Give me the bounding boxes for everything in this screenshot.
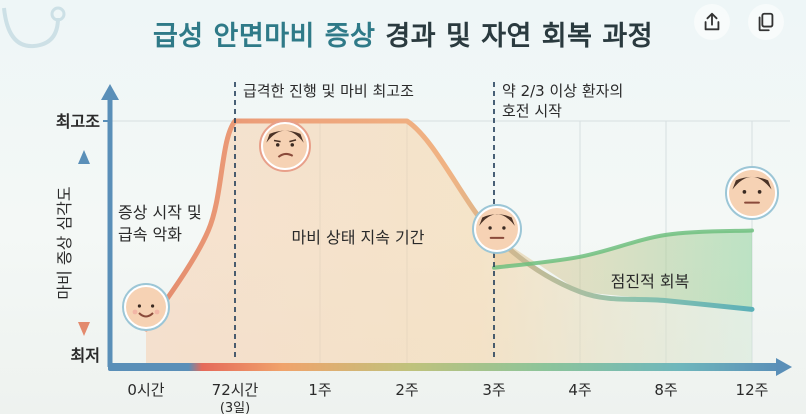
x-tick-label: 8주 [654, 381, 677, 399]
x-tick-label: 3주 [482, 381, 505, 399]
chart-title-rest: 경과 및 자연 회복 과정 [385, 21, 654, 52]
x-tick-label: 0시간 [127, 381, 164, 399]
smiling-face-icon [122, 283, 170, 331]
face-hair [266, 130, 304, 143]
face-brow [273, 139, 281, 143]
y-tick-label: 최고조 [56, 112, 100, 131]
x-tick-label: 72시간 [212, 381, 259, 399]
x-axis-line [108, 363, 780, 371]
y-axis-label: 마비 증상 심각도 [55, 186, 74, 299]
marker-label: 약 2/3 이상 환자의 [502, 82, 623, 100]
face-hair [732, 176, 772, 190]
face-eye [488, 226, 492, 230]
face-eye [275, 143, 280, 147]
neutral-face-icon [472, 204, 522, 254]
x-tick-sublabel: (3일) [220, 401, 250, 414]
face-eye [290, 143, 295, 147]
stethoscope-icon [2, 6, 66, 49]
annotation-recovery: 점진적 회복 [611, 272, 690, 291]
neutral-face-icon [725, 166, 779, 220]
annotation-plateau: 마비 상태 지속 기간 [291, 228, 424, 247]
face-eye [757, 190, 762, 194]
face-eye [151, 304, 155, 308]
face-cheek [154, 309, 160, 315]
face-mouth [138, 312, 154, 318]
stethoscope-head [50, 6, 66, 22]
face-hair [479, 214, 515, 226]
recovery-band [494, 230, 752, 310]
down-arrow-icon [78, 322, 90, 336]
face-brow [289, 139, 297, 143]
severity-area [146, 121, 752, 367]
face-eye [742, 190, 747, 194]
chart-title-highlight: 급성 안면마비 증상 [152, 21, 376, 52]
y-tick-label: 최저 [71, 346, 100, 365]
x-axis-arrow-icon [776, 358, 792, 376]
copy-button[interactable] [748, 4, 784, 40]
share-icon [704, 12, 720, 31]
series-line-severity [143, 118, 755, 332]
series-line-recovery [492, 228, 754, 270]
x-tick-label: 4주 [568, 381, 591, 399]
copy-icon [758, 12, 774, 32]
x-tick-label: 1주 [308, 381, 331, 399]
share-button[interactable] [694, 4, 730, 40]
face-eye [502, 226, 506, 230]
marker-label: 급격한 진행 및 마비 최고조 [243, 82, 414, 100]
annotation-onset: 급속 악화 [118, 225, 182, 244]
marker-label: 호전 시작 [502, 102, 562, 120]
y-axis-arrow-icon [101, 84, 119, 100]
face-mouth [277, 152, 294, 158]
face-skin [263, 124, 307, 168]
sick-face-icon [259, 120, 311, 172]
face-skin [126, 287, 166, 327]
face-eye [137, 304, 141, 308]
face-skin [729, 170, 775, 216]
x-tick-label: 2주 [395, 381, 418, 399]
annotation-onset: 증상 시작 및 [118, 203, 202, 222]
up-arrow-icon [78, 150, 90, 164]
x-tick-label: 12주 [736, 381, 769, 399]
chart-title: 급성 안면마비 증상 경과 및 자연 회복 과정 [0, 14, 806, 53]
face-cheek [132, 309, 138, 315]
face-skin [476, 208, 518, 250]
stethoscope-tube [2, 7, 60, 49]
